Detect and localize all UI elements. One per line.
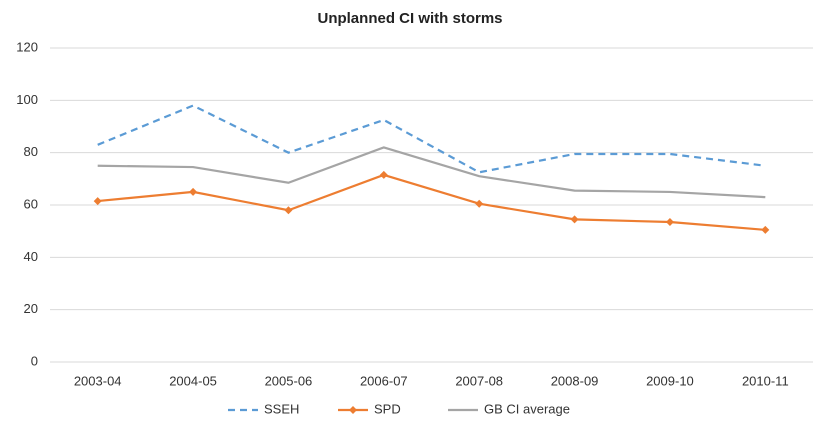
- marker: [284, 206, 293, 215]
- x-tick-label: 2009-10: [646, 373, 694, 388]
- series-line: [97, 104, 766, 174]
- marker: [379, 170, 388, 179]
- legend-marker: [349, 406, 357, 414]
- series-line: [97, 146, 766, 199]
- y-tick-label: 20: [24, 301, 38, 316]
- x-tick-label: 2004-05: [169, 373, 217, 388]
- y-tick-label: 0: [31, 353, 38, 368]
- marker: [93, 197, 102, 206]
- x-tick-label: 2003-04: [74, 373, 122, 388]
- x-tick-label: 2007-08: [455, 373, 503, 388]
- y-tick-label: 40: [24, 249, 38, 264]
- x-tick-label: 2005-06: [265, 373, 313, 388]
- marker: [570, 215, 579, 224]
- marker: [189, 187, 198, 196]
- marker: [761, 225, 770, 234]
- x-tick-label: 2006-07: [360, 373, 408, 388]
- chart-title: Unplanned CI with storms: [317, 10, 502, 27]
- legend-label: SSEH: [264, 401, 299, 416]
- y-tick-label: 100: [16, 92, 38, 107]
- series-line: [97, 173, 766, 231]
- legend-label: SPD: [374, 401, 401, 416]
- y-tick-label: 80: [24, 144, 38, 159]
- x-tick-label: 2010-11: [742, 373, 789, 388]
- y-tick-label: 120: [16, 39, 38, 54]
- marker: [475, 199, 484, 208]
- legend-label: GB CI average: [484, 401, 570, 416]
- y-tick-label: 60: [24, 196, 38, 211]
- marker: [665, 218, 674, 227]
- x-tick-label: 2008-09: [551, 373, 599, 388]
